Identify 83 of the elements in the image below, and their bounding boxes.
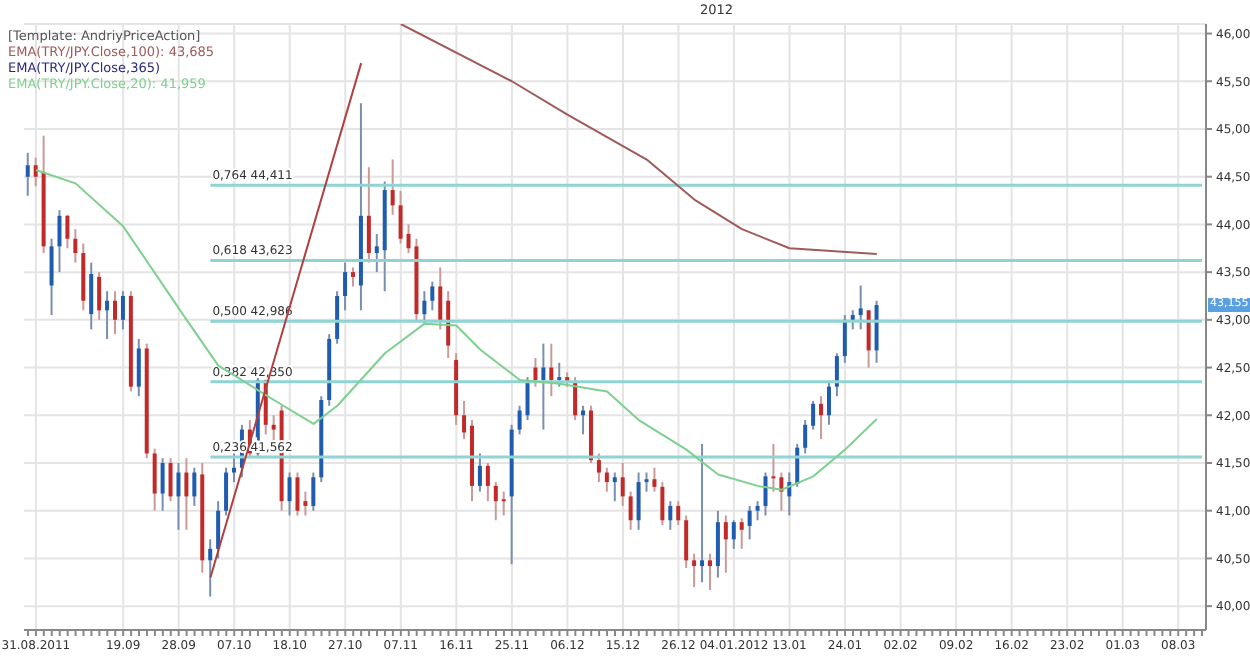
candlestick <box>819 395 824 441</box>
candlestick <box>136 337 141 398</box>
candlestick <box>826 380 831 426</box>
candlestick <box>493 481 498 522</box>
candlestick <box>208 538 213 598</box>
candlestick <box>763 471 768 517</box>
line-series <box>399 24 878 255</box>
candlestick <box>216 500 221 560</box>
candlestick <box>343 261 348 312</box>
candlestick <box>97 271 102 321</box>
candlestick <box>660 481 665 527</box>
candlestick <box>652 466 657 493</box>
candlestick <box>271 414 276 445</box>
candlestick <box>335 290 340 345</box>
candlestick <box>430 280 435 312</box>
candlestick <box>517 404 522 436</box>
candlestick <box>65 213 70 250</box>
candlestick <box>113 290 118 336</box>
candlestick <box>612 471 617 503</box>
candlestick <box>541 342 546 431</box>
candlestick <box>715 509 720 579</box>
candlestick <box>160 457 165 512</box>
candlestick <box>184 457 189 531</box>
candlestick <box>636 471 641 531</box>
candlestick <box>842 314 847 364</box>
candlestick <box>105 290 110 340</box>
candlestick <box>731 519 736 550</box>
candlestick <box>422 290 427 326</box>
candlestick <box>874 299 879 364</box>
candlestick <box>723 514 728 574</box>
candlestick <box>81 242 86 312</box>
candlestick <box>303 490 308 517</box>
candlestick <box>620 461 625 507</box>
candlestick <box>477 452 482 493</box>
candlestick <box>192 466 197 507</box>
candlestick <box>604 466 609 493</box>
candlestick <box>755 500 760 522</box>
candlestick <box>232 452 236 484</box>
candlestick <box>350 266 355 288</box>
candlestick <box>858 284 863 331</box>
candlestick <box>287 471 292 517</box>
candlestick <box>501 490 506 517</box>
candlestick <box>152 447 157 512</box>
candlestick <box>866 309 871 369</box>
candlestick <box>57 209 62 274</box>
candlestick <box>525 376 530 422</box>
candlestick <box>49 237 54 317</box>
candlestick <box>89 261 94 331</box>
candlestick <box>668 500 673 531</box>
candlestick <box>120 290 125 331</box>
candlestick <box>803 419 808 455</box>
candlestick <box>628 490 633 531</box>
candlestick <box>295 471 300 517</box>
candlestick <box>779 471 784 512</box>
candlestick <box>549 342 554 398</box>
candlestick <box>485 461 490 503</box>
candlestick <box>684 514 689 569</box>
candlestick <box>700 442 705 584</box>
candlestick <box>25 151 30 197</box>
candlestick <box>390 158 395 216</box>
candlestick <box>739 517 744 550</box>
candlestick <box>644 471 649 493</box>
candlestick <box>438 266 443 331</box>
candlestick <box>73 228 78 264</box>
candlestick <box>462 399 467 441</box>
candlestick <box>834 352 839 398</box>
candlestick <box>771 442 776 493</box>
candlestick <box>33 156 38 188</box>
candlestick <box>398 190 403 245</box>
candlestick <box>374 232 379 274</box>
candlestick <box>707 552 712 591</box>
candlestick <box>311 471 316 512</box>
candlestick <box>533 357 538 388</box>
candlestick <box>224 466 229 517</box>
candlestick <box>692 552 697 589</box>
candlestick <box>176 461 181 531</box>
candlestick <box>168 457 173 503</box>
candlestick <box>596 452 601 484</box>
candlestick <box>676 500 681 527</box>
candlestick <box>747 504 752 541</box>
candlestick <box>811 399 816 431</box>
candlestick <box>850 309 855 331</box>
candlestick <box>366 166 371 264</box>
